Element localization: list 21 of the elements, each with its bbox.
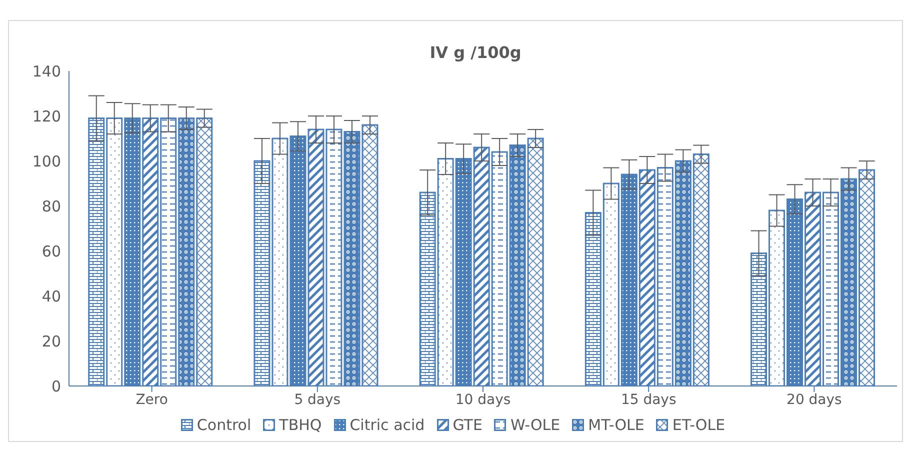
y-tick-label: 40 — [42, 287, 61, 306]
y-tick-label: 120 — [32, 107, 61, 126]
chart-title: IV g /100g — [428, 43, 522, 62]
y-tick-label: 100 — [32, 152, 61, 170]
x-tick-label: Zero — [136, 392, 168, 408]
x-tick-label: 20 days — [786, 392, 842, 408]
legend-label: GTE — [452, 416, 482, 434]
y-tick-label: 80 — [42, 197, 61, 216]
y-tick-label: 60 — [42, 242, 61, 260]
x-tick-label: 5 days — [294, 392, 341, 408]
y-tick-label: 140 — [32, 62, 61, 80]
legend-label: MT-OLE — [588, 416, 644, 434]
legend-label: Citric acid — [350, 416, 425, 434]
x-tick-label: 10 days — [455, 392, 511, 408]
legend-label: Control — [196, 416, 252, 434]
y-tick-label: 20 — [42, 332, 61, 350]
y-tick-label: 0 — [51, 377, 61, 396]
legend-label: TBHQ — [279, 416, 322, 434]
x-tick-label: 15 days — [620, 392, 676, 408]
legend-label: ET-OLE — [672, 416, 726, 434]
legend-label: W-OLE — [510, 416, 560, 434]
